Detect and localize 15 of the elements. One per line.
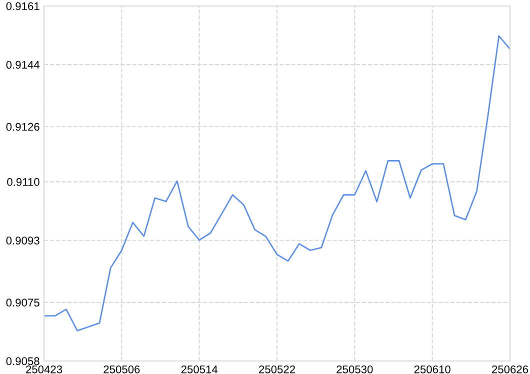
x-tick-label: 250514 bbox=[181, 365, 218, 374]
x-tick-label: 250610 bbox=[414, 365, 450, 374]
y-tick-label: 0.9110 bbox=[7, 178, 40, 186]
x-tick-label: 250626 bbox=[492, 365, 528, 374]
y-tick-label: 0.9161 bbox=[6, 2, 40, 10]
x-tick-label: 250530 bbox=[336, 365, 373, 374]
y-tick-label: 0.9093 bbox=[6, 236, 40, 245]
y-tick-label: 0.9058 bbox=[6, 357, 40, 366]
x-tick-label: 250506 bbox=[104, 365, 140, 374]
x-tick-label: 250423 bbox=[26, 365, 62, 374]
y-tick-label: 0.9075 bbox=[6, 298, 40, 307]
x-tick-label: 250522 bbox=[259, 365, 295, 374]
y-tick-label: 0.9144 bbox=[6, 60, 40, 69]
y-tick-label: 0.9126 bbox=[6, 122, 40, 131]
line-series bbox=[44, 35, 510, 332]
